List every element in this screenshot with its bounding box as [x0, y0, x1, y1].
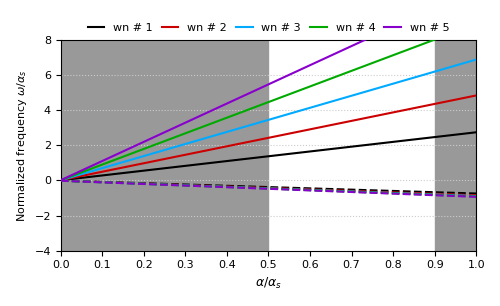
Bar: [434, 40, 476, 251]
Legend: wn # 1, wn # 2, wn # 3, wn # 4, wn # 5: wn # 1, wn # 2, wn # 3, wn # 4, wn # 5: [83, 18, 454, 37]
Y-axis label: Normalized frequency $\omega / \alpha_s$: Normalized frequency $\omega / \alpha_s$: [15, 69, 29, 222]
X-axis label: $\alpha / \alpha_s$: $\alpha / \alpha_s$: [255, 276, 282, 291]
Bar: [61, 40, 268, 251]
